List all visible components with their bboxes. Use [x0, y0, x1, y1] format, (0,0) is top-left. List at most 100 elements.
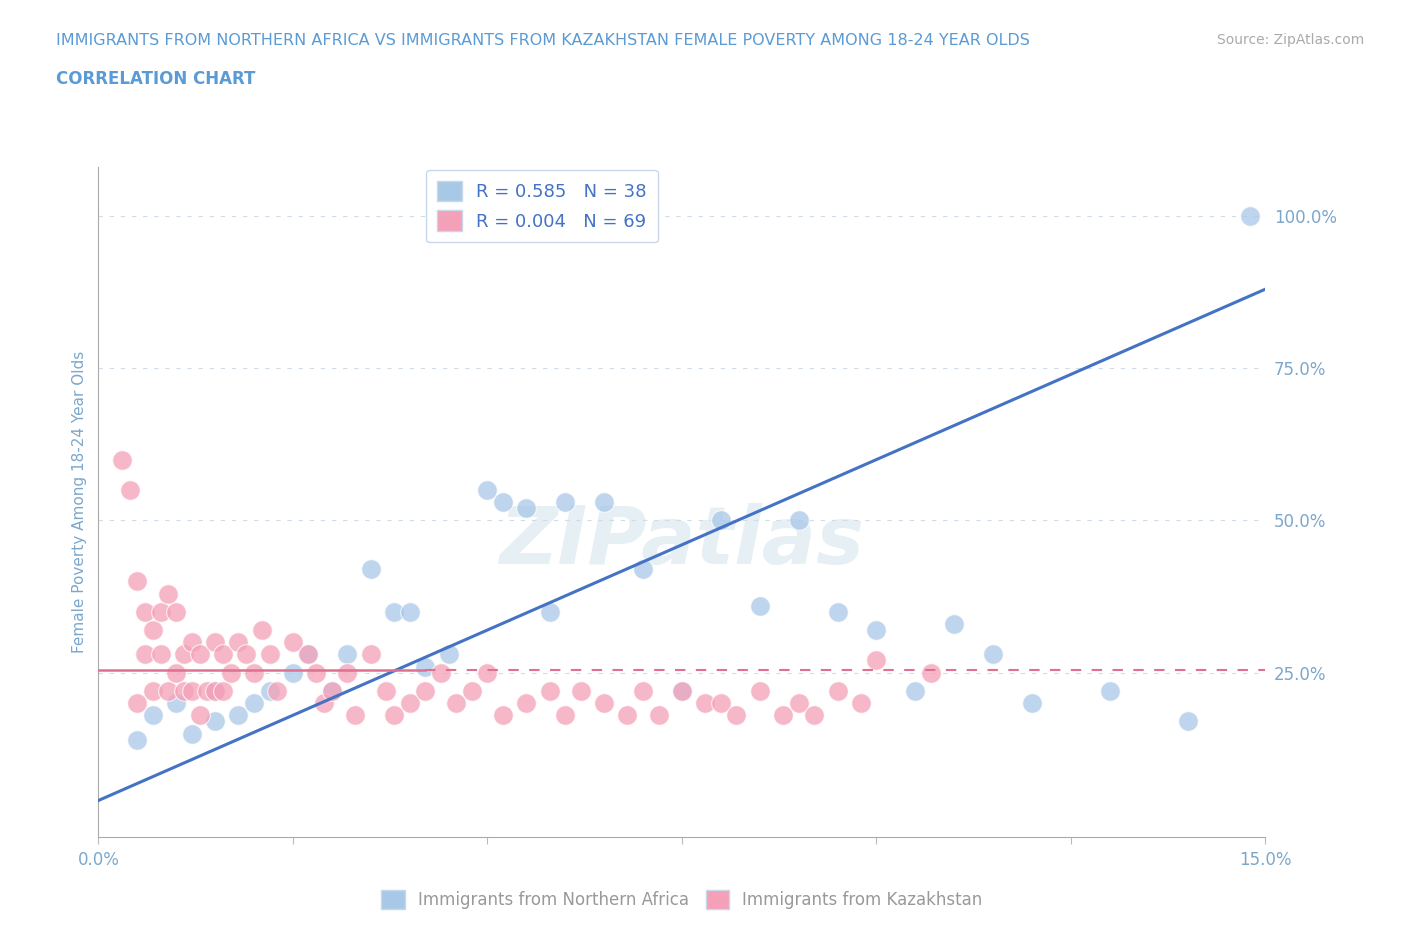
- Point: [173, 647, 195, 662]
- Point: [849, 696, 872, 711]
- Point: [281, 635, 304, 650]
- Point: [360, 647, 382, 662]
- Point: [127, 732, 149, 747]
- Point: [382, 604, 405, 619]
- Point: [1239, 208, 1261, 223]
- Point: [204, 635, 226, 650]
- Point: [180, 726, 202, 741]
- Y-axis label: Female Poverty Among 18-24 Year Olds: Female Poverty Among 18-24 Year Olds: [72, 352, 87, 654]
- Point: [865, 622, 887, 637]
- Point: [631, 684, 654, 698]
- Point: [111, 452, 134, 467]
- Point: [212, 684, 235, 698]
- Point: [344, 708, 367, 723]
- Point: [398, 696, 420, 711]
- Text: IMMIGRANTS FROM NORTHERN AFRICA VS IMMIGRANTS FROM KAZAKHSTAN FEMALE POVERTY AMO: IMMIGRANTS FROM NORTHERN AFRICA VS IMMIG…: [56, 33, 1031, 47]
- Point: [827, 684, 849, 698]
- Point: [281, 665, 304, 680]
- Point: [360, 562, 382, 577]
- Point: [569, 684, 592, 698]
- Point: [243, 696, 266, 711]
- Legend: Immigrants from Northern Africa, Immigrants from Kazakhstan: Immigrants from Northern Africa, Immigra…: [374, 884, 990, 916]
- Point: [1177, 714, 1199, 729]
- Point: [266, 684, 288, 698]
- Point: [477, 483, 499, 498]
- Point: [904, 684, 927, 698]
- Point: [219, 665, 242, 680]
- Point: [725, 708, 748, 723]
- Point: [461, 684, 484, 698]
- Point: [772, 708, 794, 723]
- Point: [413, 684, 436, 698]
- Point: [149, 604, 172, 619]
- Point: [382, 708, 405, 723]
- Point: [748, 684, 770, 698]
- Point: [943, 617, 966, 631]
- Point: [204, 684, 226, 698]
- Point: [149, 647, 172, 662]
- Point: [865, 653, 887, 668]
- Point: [631, 562, 654, 577]
- Point: [188, 708, 211, 723]
- Point: [538, 684, 561, 698]
- Point: [134, 604, 156, 619]
- Text: CORRELATION CHART: CORRELATION CHART: [56, 70, 256, 87]
- Point: [228, 708, 250, 723]
- Point: [165, 604, 187, 619]
- Point: [180, 635, 202, 650]
- Point: [695, 696, 717, 711]
- Point: [127, 574, 149, 589]
- Point: [515, 501, 537, 516]
- Point: [165, 665, 187, 680]
- Point: [250, 622, 273, 637]
- Point: [710, 513, 733, 528]
- Point: [827, 604, 849, 619]
- Point: [492, 495, 515, 510]
- Point: [593, 696, 616, 711]
- Point: [212, 647, 235, 662]
- Point: [134, 647, 156, 662]
- Point: [180, 684, 202, 698]
- Point: [554, 495, 576, 510]
- Point: [157, 684, 180, 698]
- Point: [710, 696, 733, 711]
- Point: [671, 684, 693, 698]
- Point: [312, 696, 335, 711]
- Point: [787, 696, 810, 711]
- Point: [321, 684, 343, 698]
- Point: [515, 696, 537, 711]
- Point: [593, 495, 616, 510]
- Point: [259, 684, 281, 698]
- Point: [398, 604, 420, 619]
- Point: [920, 665, 942, 680]
- Point: [477, 665, 499, 680]
- Point: [748, 598, 770, 613]
- Point: [336, 665, 359, 680]
- Point: [195, 684, 218, 698]
- Point: [321, 684, 343, 698]
- Point: [554, 708, 576, 723]
- Point: [142, 708, 165, 723]
- Point: [803, 708, 825, 723]
- Point: [157, 586, 180, 601]
- Point: [981, 647, 1004, 662]
- Point: [647, 708, 669, 723]
- Point: [204, 714, 226, 729]
- Point: [429, 665, 451, 680]
- Point: [204, 684, 226, 698]
- Point: [375, 684, 398, 698]
- Point: [1021, 696, 1043, 711]
- Point: [235, 647, 257, 662]
- Point: [446, 696, 468, 711]
- Point: [616, 708, 638, 723]
- Point: [538, 604, 561, 619]
- Point: [259, 647, 281, 662]
- Point: [297, 647, 319, 662]
- Point: [671, 684, 693, 698]
- Point: [305, 665, 328, 680]
- Point: [787, 513, 810, 528]
- Point: [437, 647, 460, 662]
- Point: [188, 647, 211, 662]
- Text: Source: ZipAtlas.com: Source: ZipAtlas.com: [1216, 33, 1364, 46]
- Point: [142, 684, 165, 698]
